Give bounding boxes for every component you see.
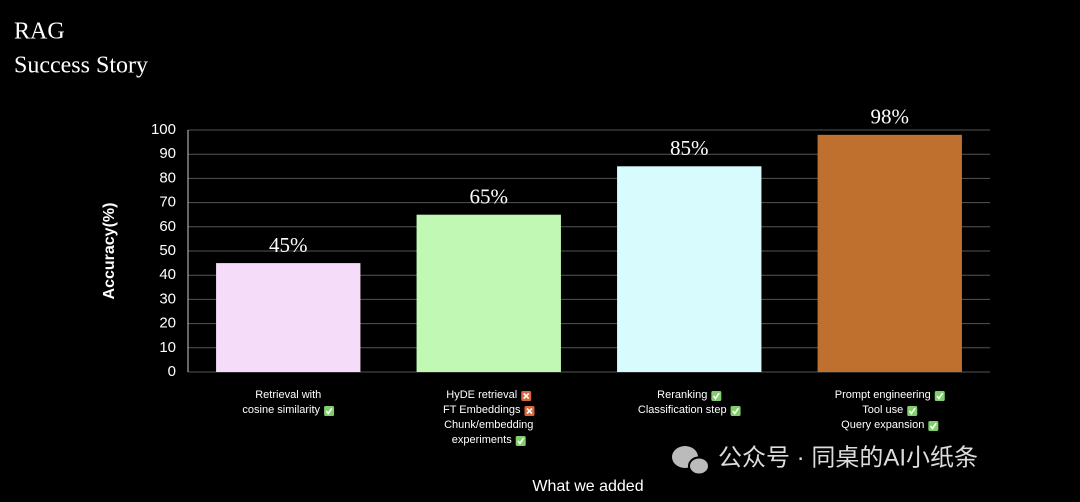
value-label: 85% [670, 136, 709, 160]
y-tick-label: 60 [159, 218, 176, 235]
y-tick-label: 100 [151, 121, 176, 138]
x-tick-label: Query expansion [841, 419, 924, 431]
y-tick-label: 20 [159, 315, 176, 332]
y-tick-label: 0 [168, 363, 176, 380]
x-tick-label: HyDE retrieval [446, 389, 517, 401]
value-label: 65% [470, 185, 509, 209]
check-icon [934, 391, 945, 401]
y-tick-label: 70 [159, 194, 176, 211]
check-icon [907, 406, 918, 416]
value-label: 98% [871, 105, 910, 129]
x-tick-label: FT Embeddings [443, 404, 521, 416]
check-icon [730, 406, 741, 416]
bar [817, 134, 962, 372]
check-icon [515, 436, 526, 446]
check-icon [711, 391, 722, 401]
icon-glyph [523, 392, 530, 400]
x-tick-label: Chunk/embedding [444, 419, 533, 431]
x-axis-label: What we added [532, 478, 643, 495]
icon-glyph [517, 437, 525, 445]
watermark-icon [672, 446, 710, 476]
x-tick-label: experiments [452, 434, 512, 446]
x-tick-label: Prompt engineering [835, 389, 931, 401]
icon-glyph [936, 392, 944, 400]
icon-glyph [325, 407, 333, 415]
value-label: 45% [269, 233, 308, 257]
x-tick-label: Retrieval with [255, 389, 321, 401]
cross-icon [521, 391, 532, 401]
x-tick-label: cosine similarity [242, 404, 320, 416]
icon-glyph [908, 407, 916, 415]
subtitle: Success Story [14, 53, 148, 79]
bar [617, 166, 762, 372]
bar [416, 214, 561, 372]
icon-glyph [526, 407, 533, 415]
check-icon [324, 406, 335, 416]
watermark: 公众号 · 同桌的AI小纸条 [718, 444, 978, 471]
icon-glyph [929, 422, 937, 430]
x-tick-label: Classification step [638, 404, 727, 416]
y-tick-label: 80 [159, 169, 176, 186]
y-tick-label: 90 [159, 145, 176, 162]
y-tick-label: 30 [159, 290, 176, 307]
title: RAG [14, 19, 65, 45]
icon-glyph [732, 407, 740, 415]
icon-glyph [712, 392, 720, 400]
check-icon [928, 421, 939, 431]
x-tick-label: Reranking [657, 389, 707, 401]
y-tick-label: 40 [159, 266, 176, 283]
y-tick-label: 10 [159, 339, 176, 356]
cross-icon [524, 406, 535, 416]
y-tick-label: 50 [159, 242, 176, 259]
bar [216, 263, 361, 372]
x-tick-label: Tool use [862, 404, 903, 416]
y-axis-label: Accuracy(%) [101, 203, 118, 300]
